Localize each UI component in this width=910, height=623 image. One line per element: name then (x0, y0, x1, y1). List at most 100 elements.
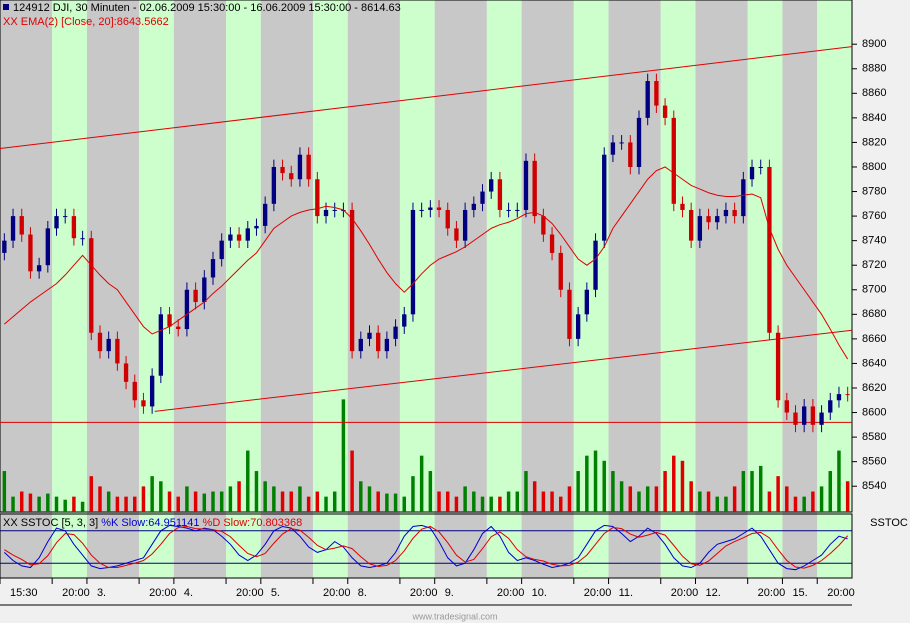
candle-body (793, 412, 798, 425)
candle-body (97, 332, 103, 352)
session-band (139, 0, 174, 578)
x-tick-label: 9. (445, 587, 454, 599)
volume-bar (811, 491, 815, 512)
candle-body (680, 203, 685, 210)
session-band (0, 0, 53, 578)
candle-body (715, 216, 720, 223)
y-tick-label: 8900 (862, 38, 886, 50)
candle-body (836, 394, 842, 401)
candle-body (445, 209, 450, 229)
candle-body (280, 166, 285, 174)
candle-body (758, 166, 763, 168)
volume-bar (28, 493, 33, 512)
volume-bar (2, 471, 7, 512)
volume-bar (385, 493, 389, 512)
candle-body (358, 338, 363, 352)
volume-bar (515, 491, 520, 512)
volume-bar (480, 496, 485, 512)
candle-body (36, 265, 42, 272)
volume-bar (263, 481, 267, 512)
x-tick-label: 20:00 (236, 587, 264, 599)
candle-body (541, 216, 546, 235)
candle-body (706, 216, 711, 223)
volume-bar (689, 481, 693, 512)
candle-body (289, 173, 294, 180)
y-tick-label: 8840 (862, 112, 886, 124)
volume-bar (402, 496, 407, 512)
x-tick-label: 8. (358, 587, 367, 599)
volume-bar (750, 471, 754, 512)
volume-bar (758, 465, 763, 512)
candle-body (567, 289, 572, 339)
x-tick-label: 15:30 (10, 587, 38, 599)
stoch-pane (0, 513, 853, 579)
volume-bar (246, 450, 250, 512)
stoch-d-legend: %D Slow:70.803368 (200, 517, 303, 529)
y-tick-label: 8600 (862, 406, 886, 418)
volume-bar (698, 491, 702, 512)
volume-bar (228, 486, 233, 512)
stoch-legend: XX SSTOC [5, 3, 3] %K Slow:64.951141 %D … (3, 517, 302, 529)
volume-bar (133, 496, 137, 512)
volume-bar (367, 486, 372, 512)
candle-body (149, 375, 155, 407)
candle-body (297, 154, 303, 180)
volume-bar (672, 455, 676, 512)
volume-bar (724, 496, 728, 512)
candle-body (628, 142, 633, 167)
stoch-k-legend: %K Slow:64.951141 (101, 517, 199, 529)
volume-bar (602, 460, 606, 512)
x-tick-label: 5. (271, 587, 280, 599)
candle-body (89, 238, 94, 333)
volume-bar (37, 496, 41, 512)
volume-bar (193, 491, 198, 512)
stoch-line (4, 524, 848, 571)
volume-bar (106, 491, 111, 512)
candle-body (393, 326, 398, 339)
volume-bar (550, 491, 554, 512)
volume-bar (489, 496, 493, 512)
x-tick-label: 20:00 (410, 587, 438, 599)
volume-bar (324, 496, 328, 512)
x-tick-label: 10. (532, 587, 547, 599)
volume-bar (680, 460, 685, 512)
y-tick-label: 8760 (862, 210, 886, 222)
candle-body (10, 216, 16, 241)
y-tick-label: 8620 (862, 382, 886, 394)
candle-body (784, 400, 789, 413)
volume-bar (11, 496, 15, 512)
session-band (52, 0, 87, 578)
volume-bar (298, 486, 302, 512)
y-tick-label: 8800 (862, 161, 886, 173)
volume-bar (706, 491, 711, 512)
candle-body (262, 203, 268, 226)
volume-bar (254, 471, 259, 512)
volume-bar (141, 486, 146, 512)
candle-body (28, 234, 33, 272)
volume-bar (393, 493, 398, 512)
x-tick-label: 20:00 (497, 587, 525, 599)
candle-body (402, 314, 407, 327)
volume-bar (315, 491, 320, 512)
y-tick-label: 8880 (862, 63, 886, 75)
candle-body (671, 117, 676, 204)
candle-body (575, 314, 581, 339)
volume-bar (576, 471, 580, 512)
volume-bar (124, 496, 128, 512)
session-band (521, 0, 574, 578)
volume-bar (637, 491, 641, 512)
session-band (260, 0, 313, 578)
candle-body (732, 209, 737, 217)
volume-bar (115, 496, 120, 512)
candle-body (332, 209, 337, 211)
volume-bar (185, 486, 189, 512)
volume-bar (306, 496, 311, 512)
candle-body (45, 228, 50, 266)
candle-body (593, 240, 598, 290)
y-tick-label: 8700 (862, 284, 886, 296)
volume-bar (46, 493, 50, 512)
x-tick-label: 4. (184, 587, 193, 599)
candle-body (741, 179, 746, 217)
candle-body (810, 406, 816, 425)
volume-bar (532, 481, 537, 512)
